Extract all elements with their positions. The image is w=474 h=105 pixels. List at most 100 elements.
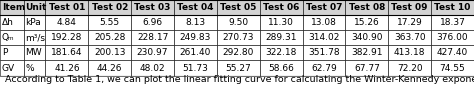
Text: 17.29: 17.29 [397, 18, 423, 27]
Text: Test 01: Test 01 [49, 3, 85, 12]
Text: 270.73: 270.73 [223, 33, 254, 42]
Text: Test 07: Test 07 [306, 3, 342, 12]
Text: 18.37: 18.37 [440, 18, 465, 27]
Bar [346, 45, 388, 60]
Text: 192.28: 192.28 [51, 33, 82, 42]
Text: 58.66: 58.66 [268, 64, 294, 73]
Bar [431, 0, 474, 15]
Bar [388, 0, 431, 15]
Text: 181.64: 181.64 [51, 48, 82, 57]
Bar [346, 15, 388, 30]
Text: 205.28: 205.28 [94, 33, 126, 42]
Bar [131, 0, 174, 15]
Text: 382.91: 382.91 [351, 48, 383, 57]
Text: 351.78: 351.78 [308, 48, 340, 57]
Text: Test 06: Test 06 [263, 3, 300, 12]
Text: 289.31: 289.31 [265, 33, 297, 42]
Text: %: % [26, 64, 34, 73]
Bar [88, 45, 131, 60]
Text: 292.80: 292.80 [223, 48, 254, 57]
Bar [302, 30, 346, 45]
Text: Test 08: Test 08 [349, 3, 385, 12]
Text: Qₘ: Qₘ [2, 33, 15, 42]
Text: 51.73: 51.73 [182, 64, 209, 73]
Bar [217, 30, 260, 45]
Bar [174, 60, 217, 76]
Bar [24, 15, 46, 30]
Text: According to Table 1, we can plot the linear fitting curve for calculating the W: According to Table 1, we can plot the li… [5, 75, 474, 84]
Text: MW: MW [26, 48, 42, 57]
Bar [388, 45, 431, 60]
Bar [0, 30, 24, 45]
Text: 11.30: 11.30 [268, 18, 294, 27]
Text: kPa: kPa [26, 18, 41, 27]
Text: 413.18: 413.18 [394, 48, 426, 57]
Text: 67.77: 67.77 [354, 64, 380, 73]
Bar [24, 60, 46, 76]
Text: 72.20: 72.20 [397, 64, 422, 73]
Bar [0, 15, 24, 30]
Bar [131, 60, 174, 76]
Text: 322.18: 322.18 [265, 48, 297, 57]
Text: P: P [2, 48, 7, 57]
Bar [302, 60, 346, 76]
Text: Test 09: Test 09 [392, 3, 428, 12]
Text: 261.40: 261.40 [180, 48, 211, 57]
Bar [88, 0, 131, 15]
Text: 9.50: 9.50 [228, 18, 248, 27]
Text: Δh: Δh [2, 18, 14, 27]
Text: 200.13: 200.13 [94, 48, 126, 57]
Text: Item: Item [2, 3, 25, 12]
Text: 8.13: 8.13 [185, 18, 206, 27]
Bar [217, 15, 260, 30]
Bar [346, 0, 388, 15]
Bar [346, 60, 388, 76]
Bar [431, 45, 474, 60]
Bar [88, 30, 131, 45]
Bar [174, 30, 217, 45]
Text: Test 02: Test 02 [91, 3, 128, 12]
Bar [388, 60, 431, 76]
Text: 55.27: 55.27 [226, 64, 251, 73]
Bar [131, 30, 174, 45]
Text: Test 03: Test 03 [135, 3, 171, 12]
Bar [0, 0, 24, 15]
Text: 6.96: 6.96 [143, 18, 163, 27]
Bar [260, 60, 302, 76]
Text: Test 04: Test 04 [177, 3, 214, 12]
Text: 4.84: 4.84 [57, 18, 77, 27]
Bar [88, 15, 131, 30]
Bar [260, 15, 302, 30]
Bar [302, 45, 346, 60]
Text: GV: GV [2, 64, 15, 73]
Text: 230.97: 230.97 [137, 48, 168, 57]
Text: 41.26: 41.26 [54, 64, 80, 73]
Bar [260, 0, 302, 15]
Bar [131, 15, 174, 30]
Bar [431, 15, 474, 30]
Bar [24, 30, 46, 45]
Bar [431, 30, 474, 45]
Bar [24, 0, 46, 15]
Bar [46, 45, 88, 60]
Text: 314.02: 314.02 [308, 33, 340, 42]
Bar [46, 0, 88, 15]
Bar [24, 45, 46, 60]
Bar [260, 30, 302, 45]
Bar [174, 45, 217, 60]
Bar [174, 0, 217, 15]
Text: 340.90: 340.90 [351, 33, 383, 42]
Text: 74.55: 74.55 [440, 64, 465, 73]
Bar [46, 30, 88, 45]
Text: Test 05: Test 05 [220, 3, 256, 12]
Bar [217, 45, 260, 60]
Text: 427.40: 427.40 [437, 48, 468, 57]
Bar [0, 60, 24, 76]
Bar [217, 0, 260, 15]
Text: Unit: Unit [26, 3, 47, 12]
Bar [302, 15, 346, 30]
Bar [217, 60, 260, 76]
Bar [46, 15, 88, 30]
Bar [88, 60, 131, 76]
Text: m³/s: m³/s [26, 33, 46, 42]
